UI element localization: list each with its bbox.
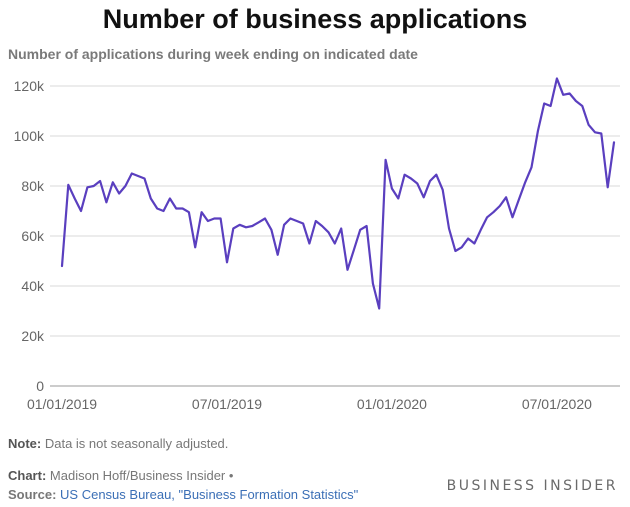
y-axis-ticks: 0 20k 40k 60k 80k 100k 120k	[14, 78, 45, 394]
series-line	[60, 77, 616, 310]
source: Source: US Census Bureau, "Business Form…	[8, 487, 358, 502]
note: Note: Data is not seasonally adjusted.	[8, 436, 228, 451]
y-tick-label: 20k	[21, 328, 45, 344]
chart-title: Number of business applications	[102, 4, 528, 34]
note-text: Data is not seasonally adjusted.	[44, 436, 229, 451]
x-tick-label: 07/01/2019	[192, 396, 262, 412]
chart-credit-text: Madison Hoff/Business Insider •	[49, 468, 234, 483]
note-label: Note:	[8, 436, 42, 451]
gridlines	[50, 85, 620, 387]
y-tick-label: 100k	[14, 128, 45, 144]
y-tick-label: 120k	[14, 78, 45, 94]
x-tick-label: 01/01/2020	[357, 396, 427, 412]
brand-logo: BUSINESS INSIDER	[446, 478, 618, 494]
y-tick-label: 0	[36, 378, 44, 394]
y-tick-label: 60k	[21, 228, 45, 244]
x-axis-ticks: 01/01/2019 07/01/2019 01/01/2020 07/01/2020	[27, 396, 592, 412]
series-layer	[60, 77, 616, 310]
source-link[interactable]: US Census Bureau, "Business Formation St…	[60, 487, 359, 502]
x-tick-label: 01/01/2019	[27, 396, 97, 412]
y-tick-label: 40k	[21, 278, 45, 294]
chart-credit-label: Chart:	[8, 468, 47, 483]
x-tick-label: 07/01/2020	[522, 396, 592, 412]
chart-subtitle: Number of applications during week endin…	[8, 46, 418, 62]
y-tick-label: 80k	[21, 178, 45, 194]
source-label: Source:	[8, 487, 57, 502]
line-chart: 0 20k 40k 60k 80k 100k 120k 01/01/2019 07/01/20…	[14, 77, 620, 412]
chart-credit: Chart: Madison Hoff/Business Insider •	[8, 468, 233, 483]
